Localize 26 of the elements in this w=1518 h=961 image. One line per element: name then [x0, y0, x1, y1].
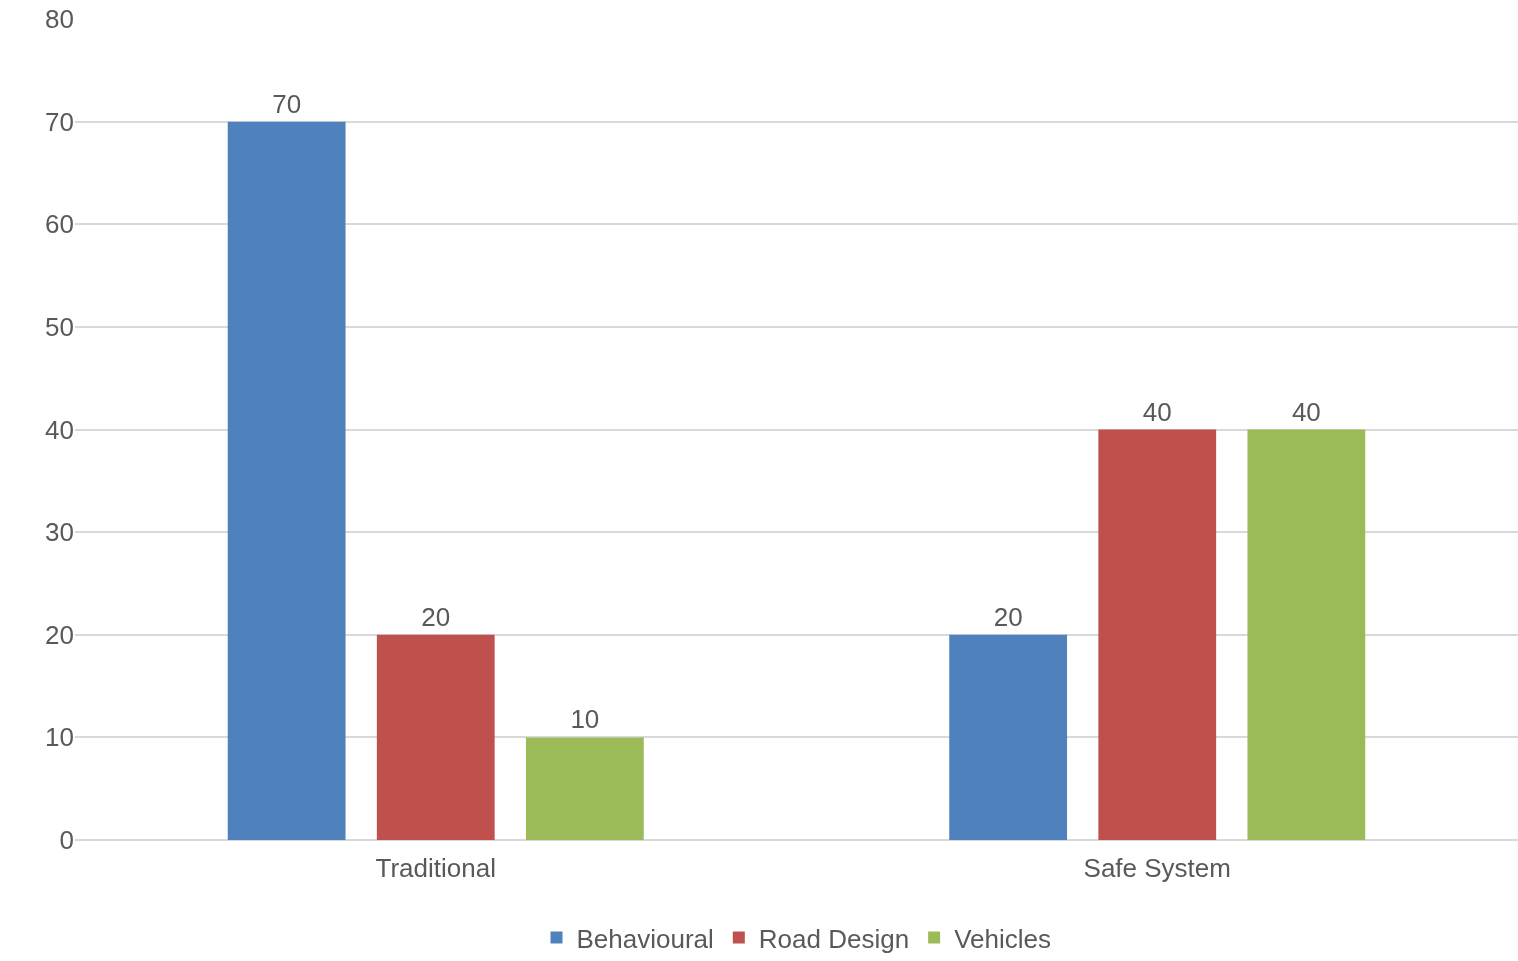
y-tick-label: 10 — [45, 722, 74, 753]
x-tick-label: Safe System — [1083, 853, 1231, 883]
legend-label: Vehicles — [954, 923, 1051, 954]
bar — [525, 737, 644, 840]
y-tick-label: 20 — [45, 619, 74, 650]
data-label: 20 — [421, 601, 451, 632]
bar — [1247, 429, 1366, 840]
data-label: 20 — [993, 601, 1023, 632]
bar — [376, 634, 495, 840]
y-tick-label: 60 — [45, 209, 74, 240]
bar — [227, 121, 346, 840]
data-label: 70 — [272, 88, 302, 119]
y-tick-label: 40 — [45, 414, 74, 445]
legend-label: Road Design — [758, 923, 910, 954]
y-tick-label: 70 — [45, 106, 74, 137]
legend-label: Behavioural — [576, 923, 714, 954]
y-tick-label: 0 — [59, 825, 74, 856]
bar — [949, 634, 1068, 840]
y-tick-label: 50 — [45, 311, 74, 342]
data-label: 40 — [1291, 396, 1321, 427]
y-tick-label: 30 — [45, 517, 74, 548]
bar — [1098, 429, 1217, 840]
data-label: 40 — [1142, 396, 1172, 427]
y-tick-label: 80 — [45, 4, 74, 35]
x-tick-label: Traditional — [375, 853, 496, 883]
data-label: 10 — [570, 704, 600, 735]
